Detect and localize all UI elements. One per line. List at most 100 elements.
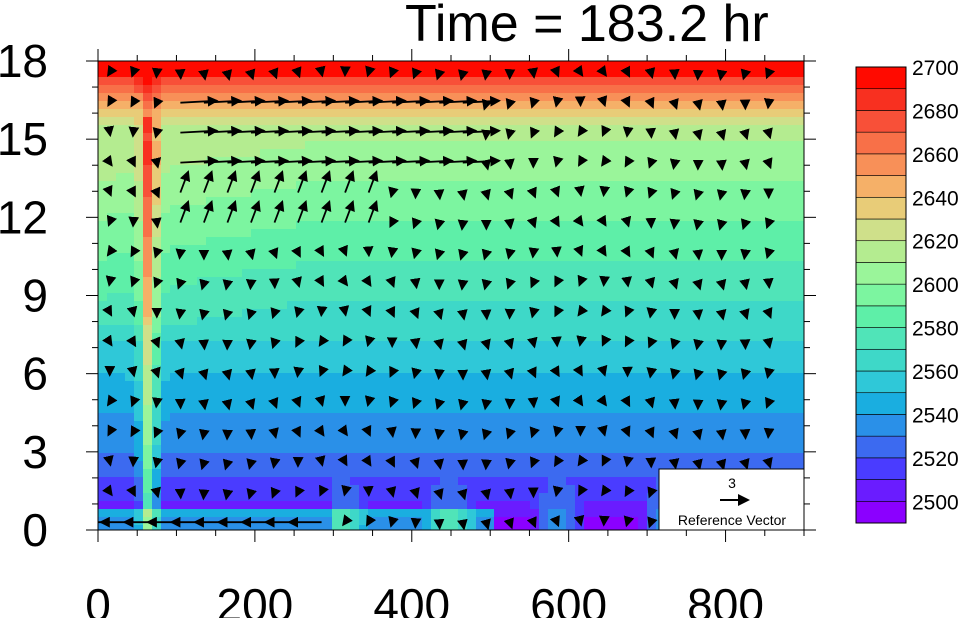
field-cell [791, 317, 801, 326]
field-cell [539, 133, 549, 142]
field-cell [620, 285, 630, 294]
field-cell [422, 325, 432, 334]
field-cell [269, 133, 279, 142]
field-cell [566, 301, 576, 310]
field-cell [476, 93, 486, 102]
field-cell [332, 69, 342, 78]
wind-vector [762, 306, 773, 320]
field-cell [629, 413, 639, 422]
field-cell [206, 165, 216, 174]
field-cell [737, 197, 747, 206]
field-cell [386, 117, 396, 126]
field-cell [296, 301, 306, 310]
field-cell [791, 253, 801, 262]
field-cell [782, 221, 792, 230]
field-cell [512, 405, 522, 414]
field-cell [332, 493, 342, 502]
field-cell [242, 93, 252, 102]
field-cell [728, 389, 738, 398]
field-cell [161, 509, 171, 518]
field-cell [575, 173, 585, 182]
field-cell [125, 405, 135, 414]
field-cell [656, 341, 666, 350]
field-cell [116, 69, 126, 78]
field-cell [755, 237, 765, 246]
field-cell [125, 437, 135, 446]
field-cell [692, 157, 702, 166]
field-cell [773, 269, 783, 278]
field-cell [323, 149, 333, 158]
field-cell [503, 125, 513, 134]
field-cell [755, 133, 765, 142]
field-cell [152, 205, 162, 214]
field-cell [746, 357, 756, 366]
field-cell [800, 85, 804, 94]
field-cell [611, 157, 621, 166]
field-cell [629, 61, 639, 70]
field-cell [530, 421, 540, 430]
field-cell [440, 421, 450, 430]
field-cell [521, 325, 531, 334]
field-cell [179, 245, 189, 254]
field-cell [152, 149, 162, 158]
field-cell [350, 189, 360, 198]
field-cell [638, 453, 648, 462]
field-cell [422, 181, 432, 190]
field-cell [665, 309, 675, 318]
field-cell [575, 397, 585, 406]
field-cell [152, 349, 162, 358]
field-cell [143, 301, 153, 310]
field-cell [161, 69, 171, 78]
wind-vector [337, 424, 348, 437]
field-cell [395, 357, 405, 366]
field-cell [305, 277, 315, 286]
field-cell [404, 325, 414, 334]
field-cell [215, 469, 225, 478]
field-cell [638, 397, 648, 406]
field-cell [251, 181, 261, 190]
field-cell [107, 437, 117, 446]
field-cell [314, 365, 324, 374]
field-cell [494, 453, 504, 462]
field-cell [494, 293, 504, 302]
field-cell [629, 277, 639, 286]
field-cell [530, 213, 540, 222]
field-cell [350, 501, 360, 510]
field-cell [800, 221, 804, 230]
field-cell [458, 141, 468, 150]
field-cell [584, 101, 594, 110]
field-cell [134, 189, 144, 198]
field-cell [107, 85, 117, 94]
field-cell [638, 309, 648, 318]
wind-vector [620, 425, 631, 438]
field-cell [557, 109, 567, 118]
field-cell [764, 349, 774, 358]
field-cell [206, 469, 216, 478]
field-cell [287, 525, 297, 530]
field-cell [269, 237, 279, 246]
field-cell [287, 133, 297, 142]
field-cell [287, 293, 297, 302]
field-cell [350, 469, 360, 478]
wind-vector [480, 518, 491, 530]
field-cell [611, 213, 621, 222]
field-cell [539, 453, 549, 462]
field-cell [611, 397, 621, 406]
wind-vector [176, 427, 187, 440]
field-cell [476, 165, 486, 174]
field-cell [287, 269, 297, 278]
field-cell [404, 373, 414, 382]
field-cell [647, 381, 657, 390]
field-cell [404, 317, 414, 326]
field-cell [278, 373, 288, 382]
field-cell [737, 61, 747, 70]
field-cell [179, 237, 189, 246]
field-cell [197, 293, 207, 302]
field-cell [386, 509, 396, 518]
field-cell [422, 221, 432, 230]
field-cell [314, 173, 324, 182]
field-cell [188, 285, 198, 294]
field-cell [332, 93, 342, 102]
field-cell [215, 173, 225, 182]
field-cell [152, 173, 162, 182]
